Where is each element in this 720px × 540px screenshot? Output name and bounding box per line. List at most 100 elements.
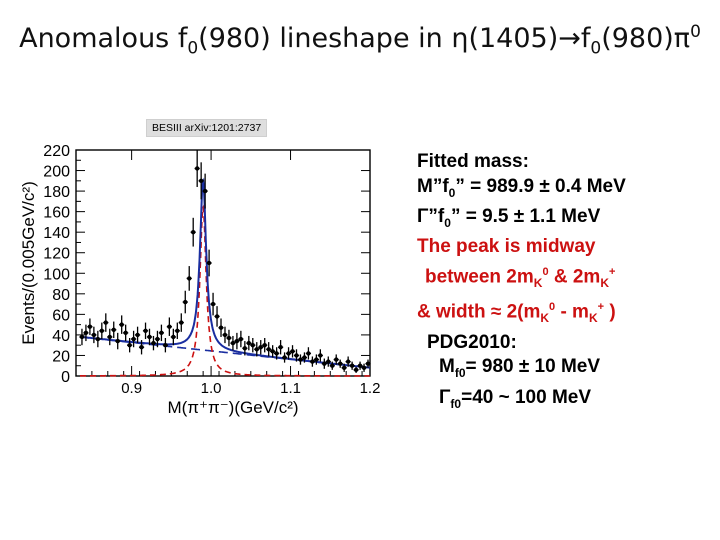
data-point xyxy=(95,336,101,342)
y-tick-label: 0 xyxy=(61,369,70,386)
data-point xyxy=(198,178,204,184)
data-point xyxy=(262,342,267,348)
data-point xyxy=(341,365,347,370)
data-point xyxy=(119,322,124,327)
data-point xyxy=(79,334,85,340)
data-point xyxy=(91,332,97,338)
data-point xyxy=(230,340,236,346)
data-point xyxy=(87,324,93,329)
note-pdg-width: Γf0=40 ~ 100 MeV xyxy=(439,386,592,411)
title-text-end: (980)π xyxy=(601,23,691,54)
data-point xyxy=(222,332,228,338)
data-point xyxy=(175,328,180,333)
data-point xyxy=(254,347,259,352)
data-point xyxy=(353,367,359,373)
note-peak-midway: The peak is midway xyxy=(417,236,596,258)
note-pdg-mass: Mf0= 980 ± 10 MeV xyxy=(439,356,601,381)
title-subscript-2: 0 xyxy=(590,38,602,59)
data-point xyxy=(139,345,144,350)
note-width-approx: & width ≈ 2(mK0 - mK+ ) xyxy=(417,301,616,326)
data-point xyxy=(226,335,232,341)
data-point xyxy=(345,359,351,364)
data-point xyxy=(123,330,128,336)
data-point xyxy=(270,349,275,354)
data-point xyxy=(286,351,291,356)
data-point xyxy=(191,229,196,235)
data-point xyxy=(131,336,136,342)
data-point xyxy=(135,332,140,338)
data-point xyxy=(361,365,367,370)
data-point xyxy=(206,260,212,266)
data-point xyxy=(115,338,120,344)
data-point xyxy=(171,334,176,340)
data-point xyxy=(306,351,311,356)
y-tick-label: 40 xyxy=(52,328,70,345)
x-tick-label: 0.9 xyxy=(121,380,142,397)
data-point xyxy=(202,188,208,194)
note-fitted-mass: Fitted mass: xyxy=(417,151,529,172)
data-point xyxy=(338,361,343,366)
reference-label: BESIII arXiv:1201:2737 xyxy=(146,119,268,137)
y-tick-label: 120 xyxy=(43,246,70,263)
data-point xyxy=(302,355,307,360)
data-point xyxy=(238,336,244,342)
data-point xyxy=(155,336,160,342)
data-point xyxy=(194,166,200,171)
data-point xyxy=(246,340,252,346)
data-point xyxy=(334,357,339,362)
x-tick-label: 1.1 xyxy=(280,380,301,397)
data-point xyxy=(214,314,220,319)
data-point xyxy=(103,320,108,325)
y-tick-label: 60 xyxy=(52,307,70,324)
title-text-f: f xyxy=(580,23,591,54)
data-point xyxy=(147,334,152,340)
y-tick-label: 180 xyxy=(43,184,70,201)
y-tick-label: 140 xyxy=(43,225,70,242)
x-axis-label: M(π⁺π⁻)(GeV/c²) xyxy=(167,398,298,417)
y-tick-label: 160 xyxy=(43,205,70,222)
data-point xyxy=(179,320,184,325)
title-text: Anomalous f xyxy=(19,23,188,54)
data-point xyxy=(99,328,105,333)
signal-curve xyxy=(80,204,370,377)
data-point xyxy=(326,359,331,364)
data-point xyxy=(258,345,263,350)
data-point xyxy=(143,328,148,333)
data-point xyxy=(163,342,168,348)
data-point xyxy=(282,355,287,360)
x-tick-label: 1.2 xyxy=(360,380,381,397)
data-point xyxy=(357,363,363,368)
mass-spectrum-chart: 0 20 40 60 80 100 120 140 160 180 200 220 0.9 1.0 1.1 1… xyxy=(19,143,381,417)
data-point xyxy=(187,276,192,281)
data-point xyxy=(318,353,323,358)
total-fit-curve xyxy=(79,177,370,369)
data-point xyxy=(349,363,355,368)
arrow-icon: → xyxy=(558,23,581,54)
data-point xyxy=(218,325,224,330)
y-tick-label: 80 xyxy=(52,287,70,304)
data-point xyxy=(250,342,255,348)
plot-frame xyxy=(75,149,371,377)
data-point xyxy=(159,330,164,336)
note-kaon-thresholds: between 2mK0 & 2mK+ xyxy=(425,265,616,290)
data-point xyxy=(310,359,315,364)
title-superscript: 0 xyxy=(690,22,701,42)
y-tick-label: 200 xyxy=(43,164,70,181)
data-point xyxy=(242,346,248,351)
fit-notes: Fitted mass: M”f0” = 989.9 ± 0.4 MeV Γ”f… xyxy=(417,150,717,416)
x-tick-label: 1.0 xyxy=(201,380,222,397)
y-axis-label: Events/(0.005GeV/c²) xyxy=(19,181,38,344)
title-subscript: 0 xyxy=(187,38,199,59)
data-point xyxy=(274,351,279,356)
slide-title: Anomalous f0(980) lineshape in η(1405)→f… xyxy=(0,22,720,58)
data-point xyxy=(107,334,112,340)
data-point xyxy=(210,301,216,307)
note-mass-value: M”f0” = 989.9 ± 0.4 MeV xyxy=(417,175,626,200)
data-point xyxy=(294,353,299,358)
data-point xyxy=(83,330,89,336)
data-point xyxy=(314,357,319,362)
data-point xyxy=(298,357,303,362)
data-point xyxy=(290,349,295,354)
note-pdg2010: PDG2010: xyxy=(427,331,517,353)
data-point xyxy=(330,363,335,368)
